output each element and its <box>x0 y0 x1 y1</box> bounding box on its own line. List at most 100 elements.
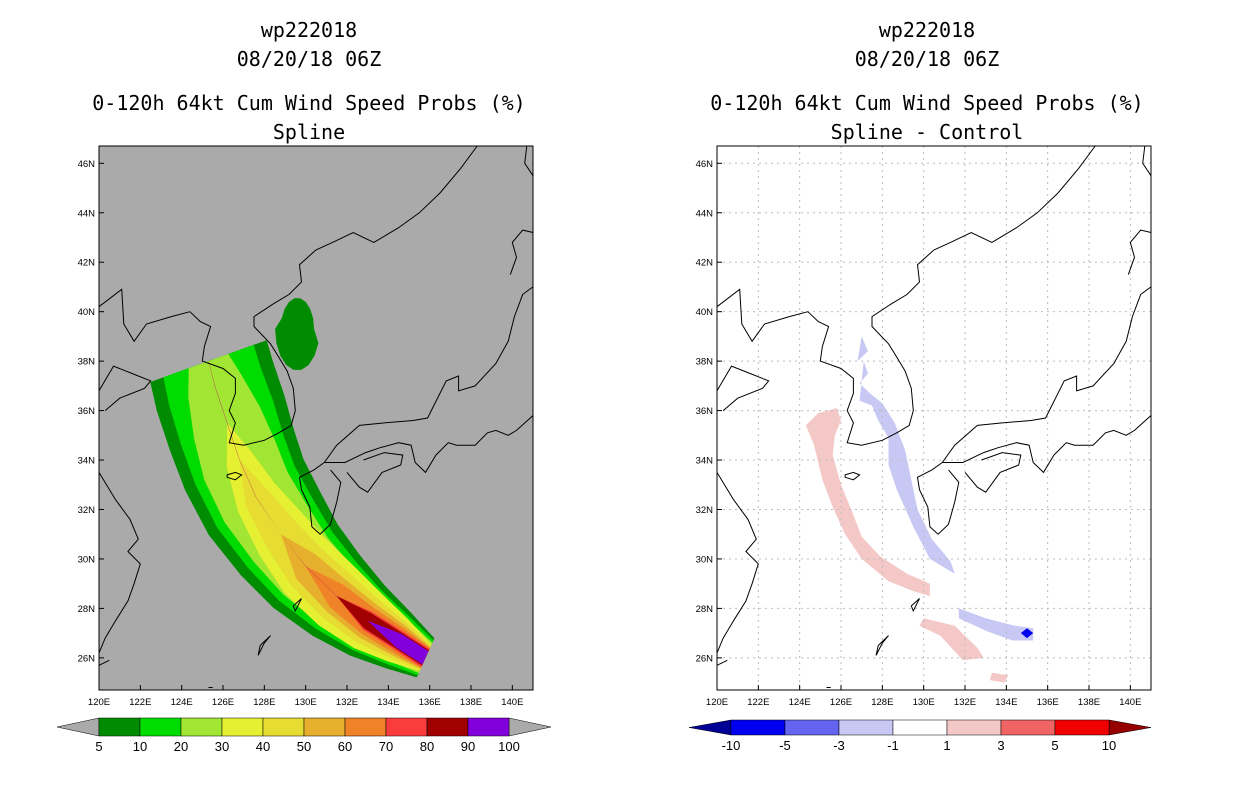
right-strong-negative-diff-region <box>1020 628 1034 639</box>
left-colorbar-segment <box>98 717 141 737</box>
left-colorbar-label: 100 <box>498 739 520 754</box>
left-colorbar-label: 60 <box>338 739 352 754</box>
right-xtick-label: 132E <box>954 697 976 708</box>
right-ytick-label: 44N <box>696 208 714 219</box>
left-colorbar-segment <box>139 717 182 737</box>
left-ytick-label: 40N <box>78 307 96 318</box>
right-xtick-label: 124E <box>789 697 811 708</box>
right-coastline-japanMain <box>942 415 1152 474</box>
right-negative-diff-region <box>859 361 955 574</box>
right-ytick-label: 38N <box>696 357 714 368</box>
right-island-2 <box>875 635 889 656</box>
right-ytick-label: 32N <box>696 505 714 516</box>
right-colorbar-label: 1 <box>943 738 950 753</box>
left-colorbar-segment <box>262 717 305 737</box>
left-ytick-label: 30N <box>78 554 96 565</box>
left-colorbar-label: 5 <box>95 739 102 754</box>
left-xtick-label: 120E <box>88 697 110 708</box>
right-positive-diff-region <box>919 618 984 661</box>
right-product-title: 0-120h 64kt Cum Wind Speed Probs (%) <box>710 91 1144 115</box>
left-xtick-label: 140E <box>501 697 523 708</box>
left-ytick-label: 32N <box>78 505 96 516</box>
right-colorbar-over <box>1108 719 1152 736</box>
left-xtick-label: 124E <box>171 697 193 708</box>
right-xtick-label: 126E <box>830 697 852 708</box>
right-xtick-label: 122E <box>747 697 769 708</box>
right-colorbar-label: -5 <box>779 738 791 753</box>
right-island-1 <box>910 598 920 613</box>
right-colorbar-under <box>688 719 732 736</box>
left-xtick-label: 126E <box>212 697 234 708</box>
right-coastline-russia <box>933 145 1096 251</box>
right-island-0 <box>844 471 861 481</box>
left-coastline-shikoku <box>346 452 404 493</box>
right-colorbar-label: 5 <box>1051 738 1058 753</box>
right-xtick-label: 128E <box>871 697 893 708</box>
left-xtick-label: 128E <box>253 697 275 708</box>
right-positive-diff-region <box>805 408 930 596</box>
left-ytick-label: 34N <box>78 456 96 467</box>
left-colorbar-label: 20 <box>174 739 188 754</box>
right-ytick-label: 26N <box>696 653 714 664</box>
right-colorbar-label: 10 <box>1102 738 1116 753</box>
right-xtick-label: 138E <box>1078 697 1100 708</box>
left-xtick-label: 122E <box>129 697 151 708</box>
right-colorbar-segment <box>730 719 786 736</box>
left-panel: wp222018 08/20/18 06Z 0-120h 64kt Cum Wi… <box>56 18 552 754</box>
left-plot-frame <box>98 145 534 691</box>
right-coastline-chinaNorth <box>716 365 770 411</box>
right-coastline-hokkaido <box>1127 229 1152 275</box>
left-coastline-russia <box>315 145 478 251</box>
right-colorbar-label: -1 <box>887 738 899 753</box>
left-coastline-liaodong <box>98 288 191 343</box>
left-colorbar-segment <box>344 717 387 737</box>
right-colorbar-label: -10 <box>722 738 741 753</box>
left-colorbar-label: 80 <box>420 739 434 754</box>
right-ytick-label: 36N <box>696 406 714 417</box>
left-colorbar-segment <box>221 717 264 737</box>
left-coastline-taiwan <box>98 659 110 666</box>
left-colorbar-label: 40 <box>256 739 270 754</box>
left-ytick-label: 42N <box>78 258 96 269</box>
left-colorbar-under <box>56 717 100 737</box>
right-ytick-label: 40N <box>696 307 714 318</box>
left-colorbar-segment <box>467 717 510 737</box>
right-xtick-label: 134E <box>995 697 1017 708</box>
right-colorbar-label: -3 <box>833 738 845 753</box>
left-prob-contour-30 <box>208 361 432 671</box>
left-ytick-label: 28N <box>78 604 96 615</box>
right-colorbar-segment <box>892 719 948 736</box>
left-colorbar-segment <box>426 717 469 737</box>
left-coastline-china <box>98 472 141 654</box>
right-coastline-shikoku <box>964 452 1022 493</box>
left-datetime: 08/20/18 06Z <box>236 47 382 71</box>
right-xtick-label: 136E <box>1037 697 1059 708</box>
right-colorbar-segment <box>784 719 840 736</box>
right-ytick-label: 42N <box>696 258 714 269</box>
left-colorbar-label: 30 <box>215 739 229 754</box>
left-coastline-korea <box>189 249 317 446</box>
right-xtick-label: 130E <box>913 697 935 708</box>
left-ytick-label: 44N <box>78 208 96 219</box>
left-xtick-label: 138E <box>460 697 482 708</box>
right-map-background <box>717 146 1151 690</box>
right-coastline-kyushu <box>916 462 960 535</box>
left-xtick-label: 134E <box>377 697 399 708</box>
left-colorbar-label: 10 <box>133 739 147 754</box>
right-coastline-china <box>716 472 759 654</box>
left-subtitle: Spline <box>272 120 346 144</box>
left-chart: 120E 122E 124E 126E 128E 130E 132E 134E 136E 138E… <box>56 145 552 754</box>
right-negative-diff-region <box>857 336 868 362</box>
left-ytick-label: 26N <box>78 653 96 664</box>
right-panel: wp222018 08/20/18 06Z 0-120h 64kt Cum Wi… <box>618 0 1236 800</box>
left-xtick-label: 136E <box>419 697 441 708</box>
left-coastline-kyushu <box>298 462 342 535</box>
right-coastline-sakhalin <box>1142 145 1152 176</box>
right-positive-diff-region <box>989 672 1009 683</box>
right-coastline-japanNorth <box>941 286 1152 463</box>
left-coastline-japanMain <box>324 415 534 474</box>
left-colorbar-label: 90 <box>461 739 475 754</box>
right-coastline-taiwan <box>716 659 728 666</box>
right-colorbar-segment <box>1000 719 1056 736</box>
left-xtick-label: 132E <box>336 697 358 708</box>
